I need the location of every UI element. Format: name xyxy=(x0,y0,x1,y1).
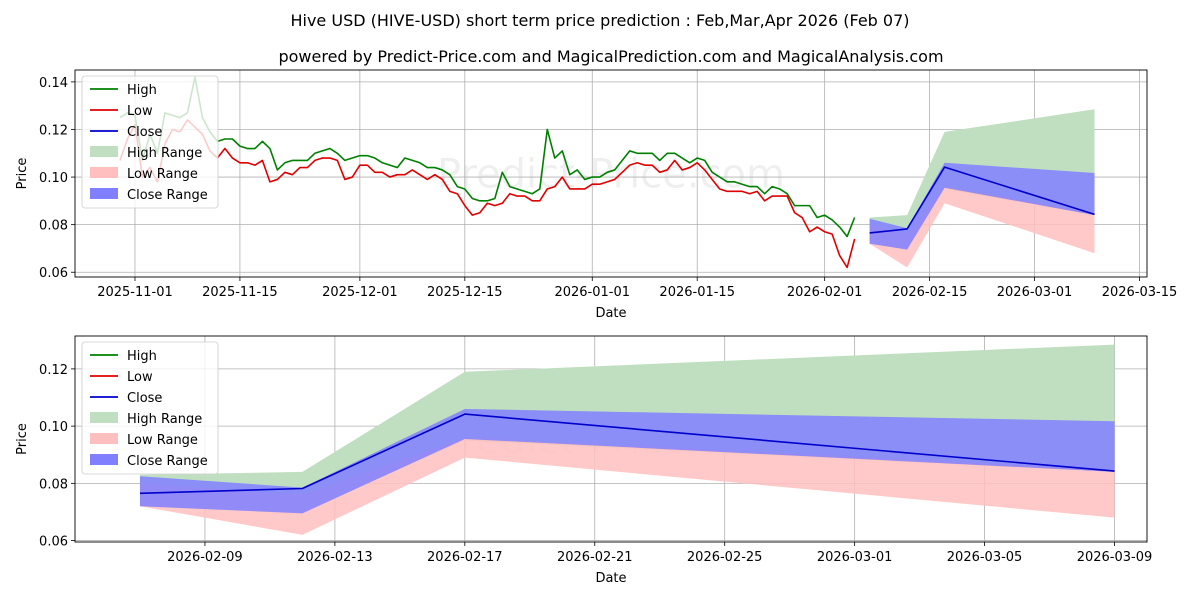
x-tick-label: 2026-02-15 xyxy=(892,285,968,300)
axes-frame xyxy=(74,335,1148,543)
plot-area xyxy=(75,344,1115,535)
x-tick-label: 2025-12-15 xyxy=(427,285,503,300)
close-forecast-line xyxy=(869,166,1095,234)
low-range-band xyxy=(869,186,1095,268)
x-tick-label: 2026-02-17 xyxy=(427,550,503,565)
y-axis-label: Price xyxy=(15,423,30,455)
y-tick-label: 0.14 xyxy=(39,76,68,91)
y-tick-label: 0.08 xyxy=(39,219,68,234)
y-tick-label: 0.12 xyxy=(39,363,68,378)
low-series-line xyxy=(119,119,856,269)
x-tick-label: 2026-02-13 xyxy=(297,550,373,565)
high-series-line xyxy=(119,76,856,238)
legend-swatch-low-range xyxy=(90,433,118,444)
legend-swatch-high-range xyxy=(90,412,118,423)
x-tick-label: 2026-01-01 xyxy=(554,285,630,300)
x-axis-label: Date xyxy=(595,571,626,586)
y-tick-label: 0.08 xyxy=(39,477,68,492)
legend-label-high: High xyxy=(127,349,157,364)
x-tick-label: 2026-02-01 xyxy=(787,285,863,300)
legend-label-high: High xyxy=(127,83,157,98)
chart-subtitle: powered by Predict-Price.com and Magical… xyxy=(278,47,943,66)
legend-label-low-range: Low Range xyxy=(127,167,198,182)
legend-swatch-close-range xyxy=(90,454,118,465)
legend-label-close: Close xyxy=(127,125,162,140)
x-tick-label: 2026-03-01 xyxy=(817,550,893,565)
legend-label-close-range: Close Range xyxy=(127,454,208,469)
legend-label-high-range: High Range xyxy=(127,146,202,161)
x-tick-label: 2025-11-01 xyxy=(97,285,173,300)
legend-label-low: Low xyxy=(127,104,153,119)
legend-label-high-range: High Range xyxy=(127,412,202,427)
legend-swatch-low-range xyxy=(90,167,118,178)
x-tick-label: 2026-02-09 xyxy=(167,550,243,565)
axes-frame xyxy=(74,69,1148,278)
x-tick-label: 2026-03-05 xyxy=(947,550,1023,565)
legend-label-close: Close xyxy=(127,391,162,406)
x-tick-label: 2026-03-09 xyxy=(1077,550,1153,565)
chart-title: Hive USD (HIVE-USD) short term price pre… xyxy=(290,11,909,30)
x-tick-label: 2025-12-01 xyxy=(322,285,398,300)
close-forecast-line xyxy=(139,413,1115,495)
y-tick-label: 0.10 xyxy=(39,171,68,186)
close-range-band xyxy=(139,408,1115,514)
top-chart-panel: Predict-Price.com 2025-11-01 2025-11-15 202… xyxy=(15,69,1178,321)
close-range-band xyxy=(869,162,1095,250)
legend-swatch-close-range xyxy=(90,188,118,199)
legend-swatch-high-range xyxy=(90,146,118,157)
watermark-text: Predict-Price.com xyxy=(437,152,785,198)
plot-area xyxy=(119,76,1095,269)
legend: High Low Close High Range Low Range Close Ran… xyxy=(81,75,219,209)
y-tick-label: 0.10 xyxy=(39,420,68,435)
low-range-band xyxy=(139,437,1115,535)
legend-label-low-range: Low Range xyxy=(127,433,198,448)
legend-label-low: Low xyxy=(127,370,153,385)
y-tick-label: 0.06 xyxy=(39,266,68,281)
x-tick-label: 2026-02-21 xyxy=(557,550,633,565)
bottom-chart-panel: Predict-Price.com2026-02-092026-02-13202… xyxy=(15,335,1153,586)
high-series-line xyxy=(75,474,76,476)
legend-label-close-range: Close Range xyxy=(127,188,208,203)
x-tick-label: 2026-03-15 xyxy=(1102,285,1178,300)
y-tick-label: 0.12 xyxy=(39,123,68,138)
y-tick-label: 0.06 xyxy=(39,535,68,550)
low-series-line xyxy=(75,500,76,502)
x-axis-label: Date xyxy=(595,306,626,321)
x-tick-label: 2026-02-25 xyxy=(687,550,763,565)
x-tick-label: 2026-01-15 xyxy=(659,285,735,300)
y-axis-label: Price xyxy=(15,158,30,190)
x-tick-label: 2025-11-15 xyxy=(202,285,278,300)
legend: High Low Close High Range Low Range Close Ran… xyxy=(81,341,219,475)
x-tick-label: 2026-03-01 xyxy=(997,285,1073,300)
